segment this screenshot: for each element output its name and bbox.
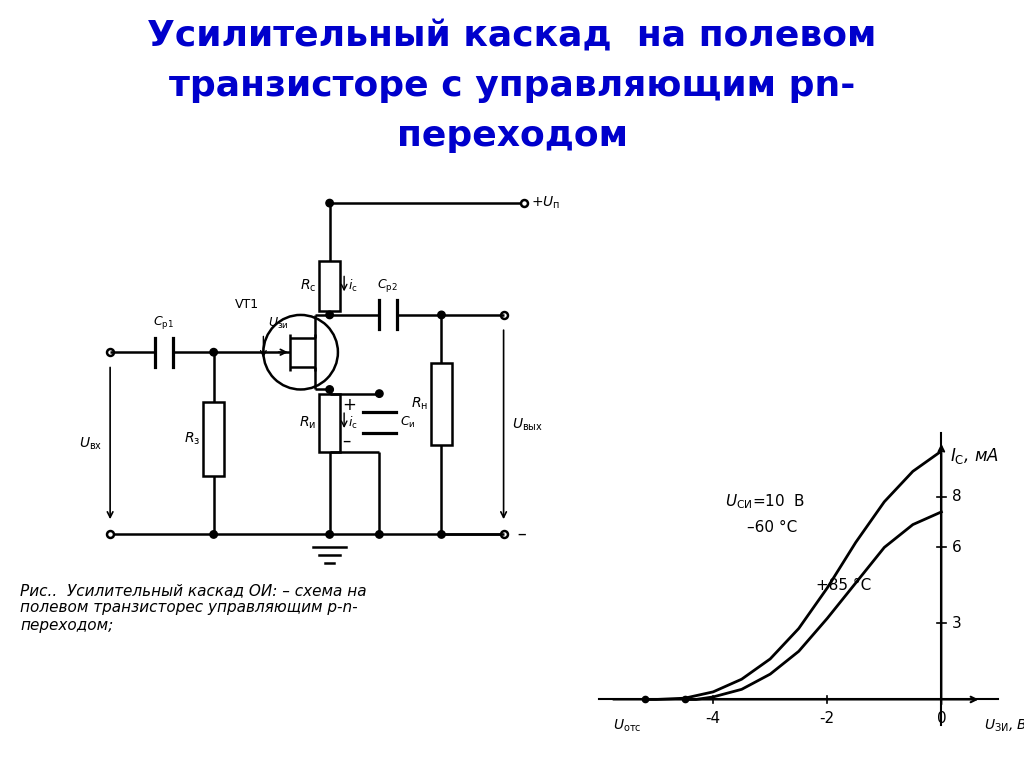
- Text: 8: 8: [951, 489, 962, 504]
- Text: $R_{\rm и}$: $R_{\rm и}$: [299, 414, 316, 431]
- Text: $C_{\rm р2}$: $C_{\rm р2}$: [377, 277, 398, 295]
- Circle shape: [326, 386, 334, 393]
- Text: VT1: VT1: [236, 298, 259, 311]
- Circle shape: [210, 348, 217, 356]
- Text: –: –: [512, 525, 526, 544]
- Bar: [319, 393, 340, 452]
- Circle shape: [437, 311, 445, 318]
- Text: транзисторе с управляющим рn-: транзисторе с управляющим рn-: [169, 69, 855, 103]
- Bar: [431, 363, 452, 446]
- Text: +: +: [342, 396, 356, 413]
- Circle shape: [210, 531, 217, 538]
- Text: -2: -2: [819, 711, 835, 726]
- Text: $U_{\rm вых}$: $U_{\rm вых}$: [512, 416, 543, 433]
- Text: –: –: [342, 432, 350, 449]
- Text: переходом: переходом: [396, 119, 628, 153]
- Text: $R_{\rm з}$: $R_{\rm з}$: [183, 431, 200, 447]
- Circle shape: [326, 311, 334, 318]
- Text: $C_{\rm р1}$: $C_{\rm р1}$: [154, 314, 174, 331]
- Circle shape: [326, 199, 334, 207]
- Text: $i_{\rm с}$: $i_{\rm с}$: [348, 278, 358, 294]
- Text: -4: -4: [706, 711, 721, 726]
- Text: 6: 6: [951, 540, 962, 555]
- Circle shape: [437, 531, 445, 538]
- Text: +85 °C: +85 °C: [816, 578, 871, 593]
- Circle shape: [376, 390, 383, 397]
- Text: 0: 0: [937, 711, 946, 726]
- Text: Усилительный каскад  на полевом: Усилительный каскад на полевом: [147, 19, 877, 53]
- Text: $R_{\rm н}$: $R_{\rm н}$: [411, 396, 428, 412]
- Circle shape: [326, 531, 334, 538]
- Text: 3: 3: [951, 616, 962, 631]
- Text: $U_{\rm ЗИ}$, В: $U_{\rm ЗИ}$, В: [984, 717, 1024, 733]
- Text: $R_{\rm с}$: $R_{\rm с}$: [300, 278, 316, 294]
- Bar: [319, 261, 340, 311]
- Text: $I_{\rm С}$, мА: $I_{\rm С}$, мА: [950, 446, 998, 466]
- Text: $i_{\rm с}$: $i_{\rm с}$: [348, 415, 358, 430]
- Text: –60 °C: –60 °C: [748, 519, 798, 535]
- Circle shape: [376, 531, 383, 538]
- Text: Рис..  Усилительный каскад ОИ: – схема на
полевом транзисторес управляющим р-n-
: Рис.. Усилительный каскад ОИ: – схема на…: [20, 583, 368, 633]
- Text: $C_{\rm и}$: $C_{\rm и}$: [400, 415, 416, 430]
- Text: $+U_{\rm п}$: $+U_{\rm п}$: [530, 195, 560, 211]
- Text: $U_{\rm отс}$: $U_{\rm отс}$: [613, 717, 642, 733]
- Text: $U_{\rm СИ}$=10  В: $U_{\rm СИ}$=10 В: [725, 492, 805, 511]
- Text: $U_{\rm вх}$: $U_{\rm вх}$: [79, 435, 101, 452]
- Text: $U_{\rm зи}$: $U_{\rm зи}$: [267, 317, 288, 331]
- Bar: [204, 402, 224, 476]
